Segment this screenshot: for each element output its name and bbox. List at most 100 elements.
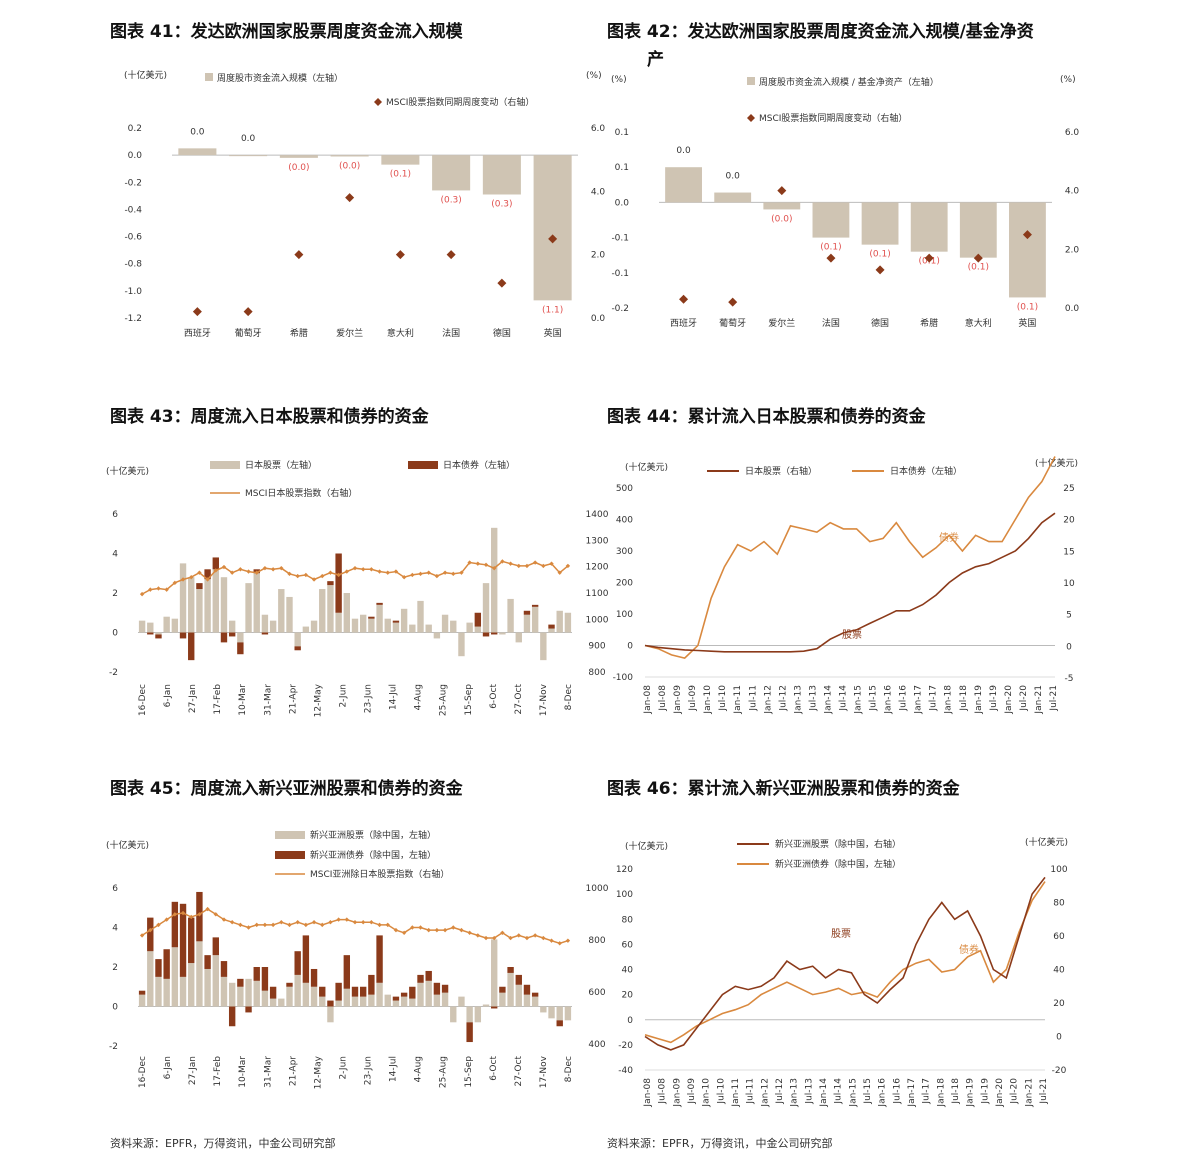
bar-series1 [163, 978, 170, 1007]
y-right-tick-label: 20 [1053, 999, 1065, 1009]
y-left-tick-label: 200 [616, 579, 633, 589]
diamond-point [192, 307, 202, 317]
bar [861, 202, 899, 245]
line-point [532, 560, 538, 565]
bar [1009, 202, 1046, 298]
x-tick-label: 14-Jul [389, 684, 399, 710]
y-right-tick-label: 1300 [586, 536, 609, 546]
y-left-tick-label: 0.1 [615, 128, 629, 138]
y-right-tick-label: 0.0 [591, 314, 606, 324]
bar-series1 [212, 569, 219, 633]
x-tick-label: 10-Mar [238, 1056, 248, 1088]
x-tick-label: Jan-16 [878, 1078, 888, 1108]
y-left-tick-label: 0 [627, 642, 633, 652]
x-tick-label: 15-Sep [464, 684, 474, 716]
bar-series1 [237, 632, 244, 643]
bar-series1 [564, 612, 572, 633]
bar [482, 155, 521, 195]
bar-series1 [515, 632, 522, 643]
bar-series1 [212, 955, 219, 1007]
line-point [418, 571, 423, 577]
x-tick-label: 6-Oct [489, 684, 499, 709]
data-label: (1.1) [542, 305, 563, 315]
x-tick-label: Jan-11 [731, 1078, 741, 1108]
x-tick-label: Jan-17 [907, 1078, 917, 1108]
y-left-tick-label: 20 [622, 991, 634, 1001]
line-point [516, 563, 521, 569]
line-series2 [644, 881, 1046, 1044]
line-point [459, 927, 464, 933]
bar-series2 [368, 616, 375, 619]
annotation-label: 股票 [842, 629, 862, 641]
line-point [221, 564, 227, 570]
bar-series2 [294, 951, 301, 975]
bar-series2 [261, 967, 269, 991]
y-right-tick-label: 1400 [586, 510, 609, 520]
bar-series2 [548, 624, 555, 629]
y-right-tick-label: 10 [1063, 579, 1075, 589]
bar-series2 [368, 974, 375, 995]
bar-series1 [188, 577, 195, 633]
bar-series1 [556, 610, 563, 633]
bar-series2 [212, 557, 219, 570]
data-label: (0.0) [771, 214, 792, 224]
bar-series2 [376, 935, 383, 983]
line-point [246, 925, 251, 930]
bar-series1 [466, 622, 473, 633]
line-point [344, 569, 350, 574]
category-label: 英国 [544, 327, 562, 339]
x-tick-label: Jul-12 [778, 685, 788, 712]
line-point [508, 935, 513, 941]
bar-series1 [425, 624, 432, 633]
line-point [336, 917, 341, 922]
line-point [393, 569, 399, 574]
y-right-tick-label: 4.0 [1065, 187, 1080, 197]
bar-series2 [302, 935, 310, 983]
line-point [205, 577, 210, 582]
bar [381, 155, 420, 165]
fig45-chart: (十亿美元) 新兴亚洲股票（除中国，左轴） 新兴亚洲债券（除中国，左轴） MSCI亚洲… [106, 820, 609, 1120]
line-point [238, 567, 243, 572]
line-point [295, 573, 300, 579]
data-label: (0.1) [390, 170, 411, 180]
bar-series2 [441, 984, 449, 993]
line-series1 [644, 512, 1056, 653]
bar-series2 [523, 610, 531, 615]
x-tick-label: 8-Dec [564, 1056, 574, 1082]
diamond-point [395, 250, 405, 260]
y-left-tick-label: 300 [616, 547, 633, 557]
fig46-title: 图表 46：累计流入新兴亚洲股票和债券的资金 [607, 779, 960, 799]
x-tick-label: 25-Aug [439, 1056, 449, 1088]
bar-series2 [212, 937, 219, 956]
x-tick-label: Jul-19 [980, 1078, 990, 1105]
bar-series1 [245, 978, 252, 1007]
line-point [221, 917, 227, 922]
fig43-chart: (十亿美元) 日本股票（左轴） 日本债券（左轴） MSCI日本股票指数（右轴） 6 4 2 0… [106, 450, 609, 740]
fig42-title-line2: 产 [647, 50, 664, 70]
y-left-tick-label: -1.2 [124, 314, 142, 324]
x-tick-label: Jul-09 [688, 685, 698, 712]
line-point [352, 565, 358, 571]
legend-label-series2: 新兴亚洲债券（除中国，左轴） [310, 849, 436, 861]
y-left-tick-label: 60 [622, 940, 634, 950]
bar-series1 [302, 982, 310, 1007]
category-label: 爱尔兰 [336, 327, 363, 339]
x-tick-label: 10-Mar [238, 684, 248, 716]
line-series2 [644, 456, 1056, 659]
x-tick-label: Jul-17 [929, 685, 939, 712]
bar-series1 [327, 1006, 334, 1023]
y-right-tick-label: 2.0 [1065, 245, 1080, 255]
bar-series1 [556, 1006, 563, 1021]
fig44-chart: (十亿美元) (十亿美元) 日本股票（右轴） 日本债券（左轴） 500 400 300 200… [607, 450, 1087, 740]
x-tick-label: Jul-11 [746, 1078, 756, 1105]
bar-series1 [507, 972, 514, 1007]
x-tick-label: Jul-20 [1019, 685, 1029, 712]
x-tick-label: Jan-09 [673, 685, 683, 715]
line-point [229, 920, 235, 925]
x-tick-label: Jul-14 [838, 685, 848, 712]
bar-series1 [540, 1006, 547, 1013]
y-right-tick-label: -20 [1052, 1066, 1067, 1076]
x-tick-label: Jul-10 [716, 1078, 726, 1105]
line-point [246, 569, 251, 574]
bar-series1 [409, 624, 416, 633]
